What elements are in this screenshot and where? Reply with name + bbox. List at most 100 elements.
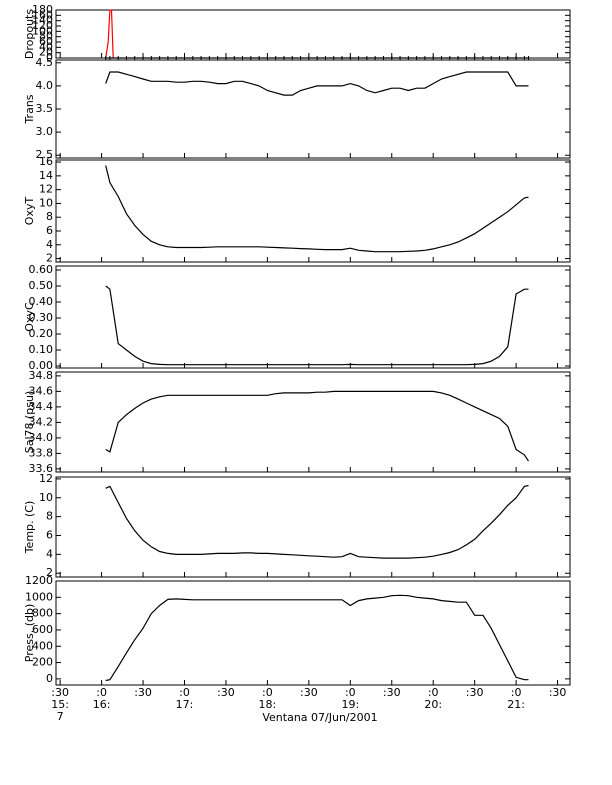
x-axis-label: Ventana 07/Jun/2001 bbox=[262, 711, 377, 724]
point-marker bbox=[406, 56, 411, 60]
y-axis-label: OxyC bbox=[23, 302, 36, 332]
y-tick-label: 600 bbox=[32, 623, 53, 636]
y-tick-label: 800 bbox=[32, 607, 53, 620]
y-tick-label: 14 bbox=[39, 169, 53, 182]
y-axis-label: Trans bbox=[23, 94, 36, 124]
y-tick-label: 0.10 bbox=[29, 343, 54, 356]
y-tick-label: 180 bbox=[32, 3, 53, 16]
y-tick-label: 12 bbox=[39, 183, 53, 196]
point-marker bbox=[340, 56, 345, 60]
point-marker bbox=[489, 56, 494, 60]
x-tick-label: :30 bbox=[300, 686, 318, 699]
data-line bbox=[105, 71, 529, 96]
point-marker bbox=[165, 56, 170, 60]
point-marker bbox=[149, 56, 154, 60]
point-marker bbox=[298, 56, 303, 60]
point-marker bbox=[157, 56, 162, 60]
point-marker bbox=[480, 56, 485, 60]
point-marker bbox=[273, 56, 278, 60]
y-tick-label: 0.30 bbox=[29, 311, 54, 324]
point-marker bbox=[522, 56, 527, 60]
y-tick-label: 60 bbox=[39, 35, 53, 48]
point-marker bbox=[132, 56, 137, 60]
point-marker bbox=[497, 56, 502, 60]
y-tick-label: 8 bbox=[46, 210, 53, 223]
y-axis-label: OxyT bbox=[23, 197, 36, 226]
point-marker bbox=[398, 56, 403, 60]
point-marker bbox=[306, 56, 311, 60]
x-tick-label: :0 bbox=[179, 686, 190, 699]
point-marker bbox=[182, 56, 187, 60]
y-tick-label: 3.5 bbox=[36, 102, 54, 115]
y-tick-label: 0.00 bbox=[29, 359, 54, 372]
y-tick-label: 20 bbox=[39, 46, 53, 59]
y-tick-label: 1000 bbox=[25, 590, 53, 603]
data-line bbox=[105, 484, 529, 559]
y-axis-label: Press. (db) bbox=[23, 604, 36, 663]
point-marker bbox=[439, 56, 444, 60]
x-hour-label: 18: bbox=[259, 698, 277, 711]
point-marker bbox=[103, 56, 108, 60]
x-hour-label: 17: bbox=[176, 698, 194, 711]
x-tick-label: :0 bbox=[345, 686, 356, 699]
point-marker bbox=[107, 56, 112, 60]
y-tick-label: 6 bbox=[46, 224, 53, 237]
point-marker bbox=[389, 56, 394, 60]
y-tick-label: 34.6 bbox=[29, 384, 54, 397]
x-tick-label: :30 bbox=[134, 686, 152, 699]
y-tick-label: 100 bbox=[32, 24, 53, 37]
point-marker bbox=[116, 56, 121, 60]
point-marker bbox=[190, 56, 195, 60]
y-axis-label: Temp. (C) bbox=[23, 501, 36, 555]
y-tick-label: 10 bbox=[39, 196, 53, 209]
point-marker bbox=[315, 56, 320, 60]
y-tick-label: 3.0 bbox=[36, 125, 54, 138]
y-tick-label: 34.0 bbox=[29, 431, 54, 444]
y-tick-label: 1200 bbox=[25, 574, 53, 587]
y-tick-label: 34.4 bbox=[29, 400, 54, 413]
y-tick-label: 2 bbox=[46, 566, 53, 579]
x-tick-label: :0 bbox=[262, 686, 273, 699]
y-tick-label: 0 bbox=[46, 672, 53, 685]
panel-frame bbox=[55, 371, 571, 473]
y-axis-label: Dropouts bbox=[23, 9, 36, 59]
y-tick-label: 2 bbox=[46, 252, 53, 265]
y-axis-label: Sal78 (psu) bbox=[23, 391, 36, 454]
y-tick-label: 2.5 bbox=[36, 148, 54, 161]
x-tick-label: :30 bbox=[51, 686, 69, 699]
point-marker bbox=[174, 56, 179, 60]
y-tick-label: 6 bbox=[46, 528, 53, 541]
point-marker bbox=[223, 56, 228, 60]
x-hour-label: 15: bbox=[51, 698, 69, 711]
y-tick-label: 140 bbox=[32, 14, 53, 27]
x-hour-label: 20: bbox=[424, 698, 442, 711]
point-marker bbox=[323, 56, 328, 60]
point-marker bbox=[199, 56, 204, 60]
y-tick-label: 80 bbox=[39, 30, 53, 43]
point-marker bbox=[381, 56, 386, 60]
panel-frame bbox=[55, 476, 571, 578]
panel-frame bbox=[55, 265, 571, 369]
y-tick-label: 33.6 bbox=[29, 462, 54, 475]
panel-frame bbox=[55, 159, 571, 263]
point-marker bbox=[356, 56, 361, 60]
x-tick-label: :30 bbox=[466, 686, 484, 699]
data-line bbox=[105, 390, 530, 462]
x-tick-label: :0 bbox=[511, 686, 522, 699]
y-tick-label: 8 bbox=[46, 510, 53, 523]
y-tick-label: 34.2 bbox=[29, 415, 54, 428]
y-tick-label: 400 bbox=[32, 639, 53, 652]
point-marker bbox=[265, 56, 270, 60]
point-marker bbox=[373, 56, 378, 60]
point-marker bbox=[422, 56, 427, 60]
panel-frame bbox=[55, 580, 571, 686]
x-tick-label: :0 bbox=[428, 686, 439, 699]
x-tick-label: :0 bbox=[96, 686, 107, 699]
y-tick-label: 4.5 bbox=[36, 56, 54, 69]
point-marker bbox=[514, 56, 519, 60]
x-hour-label: 21: bbox=[507, 698, 525, 711]
point-marker bbox=[248, 56, 253, 60]
x-date-label: 7 bbox=[57, 710, 64, 723]
y-tick-label: 120 bbox=[32, 19, 53, 32]
